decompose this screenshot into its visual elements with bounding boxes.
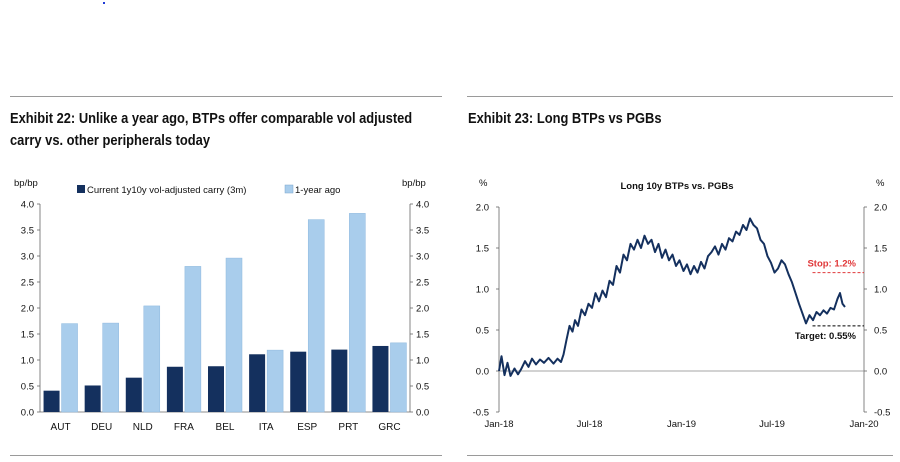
y-tick-label-left: 0.5 [476,326,489,337]
bar-current-deu [84,385,101,412]
bar-year-ago-grc [390,342,407,413]
y-tick-label-right: 0.5 [416,382,429,393]
x-category-label: FRA [174,422,194,433]
y-tick-label-left: 1.5 [21,330,34,341]
link-marker [103,2,105,4]
y-tick-label-left: 1.5 [476,244,489,255]
x-category-label: PRT [338,422,358,433]
x-tick-label: Jul-18 [577,419,603,430]
bar-year-ago-ita [266,349,284,413]
y-tick-label-left: 3.5 [21,226,34,237]
x-tick-label: Jan-20 [849,419,878,430]
y-tick-label-left: 0.0 [21,408,34,419]
bar-current-aut [43,390,60,412]
y-tick-label-right: 0.0 [416,408,429,419]
left-bottom-rule [10,455,442,456]
legend-label-current: Current 1y10y vol-adjusted carry (3m) [87,185,246,196]
x-category-label: GRC [378,422,400,433]
x-category-label: ESP [297,422,317,433]
left-exhibit-title-line2: carry vs. other peripherals today [10,132,211,149]
y-tick-label-left: 2.5 [21,278,34,289]
bar-current-esp [290,351,307,412]
y-tick-label-left: 2.0 [476,203,489,214]
bar-plot-area: 0.0 0.0 0.5 0.5 1.0 1.0 1.5 1.5 2.0 2.0 2.5 2.5 3.0 3… [21,200,429,434]
x-category-label: BEL [216,422,235,433]
target-label: Target: 0.55% [795,331,857,342]
right-y-unit-label: bp/bp [402,178,426,189]
legend-swatch-current [77,185,85,193]
x-tick-label: Jan-19 [667,419,696,430]
x-tick-label: Jul-19 [759,419,785,430]
x-category-label: NLD [133,422,153,433]
x-category-label: ITA [259,422,274,433]
left-top-rule [10,96,442,97]
y-tick-label-left: 4.0 [21,200,34,211]
left-exhibit-title-line1: Exhibit 22: Unlike a year ago, BTPs offe… [10,110,413,127]
y-tick-label-left: 0.5 [21,382,34,393]
y-tick-label-right: 1.0 [874,285,887,296]
bar-current-ita [249,354,266,412]
line-chart-title: Long 10y BTPs vs. PGBs [621,181,734,192]
stop-label: Stop: 1.2% [807,259,856,270]
y-tick-label-left: 1.0 [476,285,489,296]
y-tick-label-right: 2.5 [416,278,429,289]
y-tick-label-left: 2.0 [21,304,34,315]
bar-year-ago-prt [349,213,366,413]
bar-chart: Current 1y10y vol-adjusted carry (3m) 1-… [14,178,429,434]
legend-swatch-year-ago [284,184,294,194]
y-tick-label-right: 1.5 [874,244,887,255]
y-tick-label-right: 0.5 [874,326,887,337]
right-exhibit-title: Exhibit 23: Long BTPs vs PGBs [468,110,662,127]
y-tick-label-right: 3.0 [416,252,429,263]
bar-current-nld [125,377,142,412]
y-tick-label-right: 2.0 [416,304,429,315]
y-tick-label-right: 3.5 [416,226,429,237]
bar-legend: Current 1y10y vol-adjusted carry (3m) 1-… [77,184,340,196]
bar-year-ago-aut [61,323,78,413]
bar-current-prt [331,349,348,412]
bar-year-ago-bel [225,257,243,413]
y-tick-label-right: 0.0 [874,367,887,378]
bar-year-ago-fra [184,266,202,413]
btp-pgb-spread-line [498,217,846,377]
y-tick-label-left: -0.5 [473,408,489,419]
bar-year-ago-esp [307,219,325,413]
y-tick-label-right: -0.5 [874,408,890,419]
x-category-label: AUT [51,422,71,433]
line-plot-area: -0.5 -0.5 0.0 0.0 0.5 0.5 1.0 1.0 1.5 1.5 2.0 2.0 Ja… [473,203,891,431]
y-tick-label-right: 2.0 [874,203,887,214]
right-y-unit-label: % [876,178,885,189]
x-category-label: DEU [91,422,112,433]
y-tick-label-right: 1.5 [416,330,429,341]
left-y-unit-label: bp/bp [14,178,38,189]
y-tick-label-left: 1.0 [21,356,34,367]
bar-year-ago-deu [102,322,119,413]
right-bottom-rule [467,455,893,456]
bar-current-bel [208,366,224,412]
bar-current-grc [372,345,389,412]
bar-year-ago-nld [143,305,161,413]
legend-label-year-ago: 1-year ago [295,185,340,196]
right-top-rule [467,96,893,97]
bar-current-fra [166,366,183,412]
y-tick-label-left: 0.0 [476,367,489,378]
left-y-unit-label: % [479,178,488,189]
y-tick-label-right: 4.0 [416,200,429,211]
y-tick-label-left: 3.0 [21,252,34,263]
x-tick-label: Jan-18 [484,419,513,430]
y-tick-label-right: 1.0 [416,356,429,367]
line-chart: Long 10y BTPs vs. PGBs % % -0.5 -0.5 0.0 0.… [473,178,891,431]
